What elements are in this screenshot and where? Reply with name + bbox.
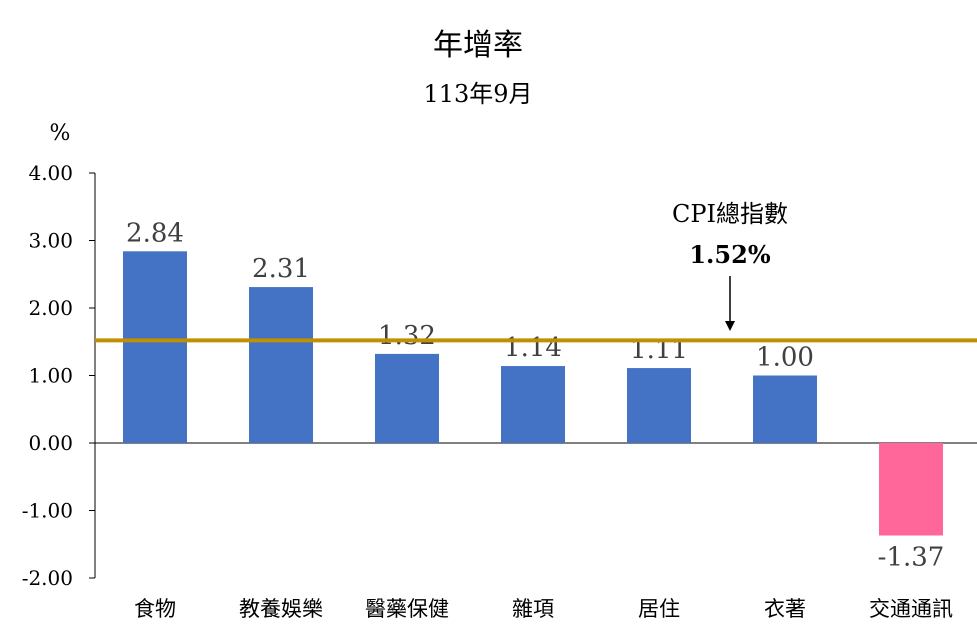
y-tick-label: -1.00 — [22, 499, 73, 523]
category-label: 雜項 — [512, 597, 554, 621]
cpi-annotation-value: 1.52% — [689, 240, 770, 269]
category-label: 衣著 — [764, 597, 806, 621]
annotation-arrow-head — [725, 321, 735, 331]
cpi-annotation-label: CPI總指數 — [672, 200, 788, 228]
y-tick-label: 1.00 — [28, 364, 73, 388]
chart-title: 年增率 — [433, 28, 523, 63]
bar-5 — [627, 368, 691, 443]
bar-value-label: -1.37 — [878, 542, 945, 572]
bar-value-label: 1.32 — [378, 321, 436, 351]
y-tick-label: -2.00 — [22, 566, 73, 590]
category-label: 教養娛樂 — [239, 597, 323, 621]
bar-value-label: 2.31 — [252, 254, 310, 284]
y-axis-unit: % — [50, 121, 71, 146]
category-label: 交通通訊 — [869, 597, 953, 621]
category-label: 食物 — [134, 597, 176, 621]
bar-value-label: 2.84 — [126, 218, 184, 248]
y-tick-label: 0.00 — [28, 431, 73, 455]
y-tick-label: 4.00 — [28, 161, 73, 185]
category-label: 醫藥保健 — [365, 597, 449, 621]
bar-1 — [123, 251, 187, 443]
bar-3 — [375, 353, 439, 443]
category-label: 居住 — [638, 597, 680, 621]
bar-value-label: 1.00 — [756, 343, 814, 373]
y-tick-label: 2.00 — [28, 296, 73, 320]
bar-2 — [249, 287, 313, 443]
y-tick-label: 3.00 — [28, 229, 73, 253]
bar-7 — [879, 443, 943, 536]
chart-subtitle: 113年9月 — [423, 80, 532, 108]
bar-4 — [501, 366, 565, 443]
bar-6 — [753, 375, 817, 443]
bar-value-label: 1.14 — [504, 333, 562, 363]
